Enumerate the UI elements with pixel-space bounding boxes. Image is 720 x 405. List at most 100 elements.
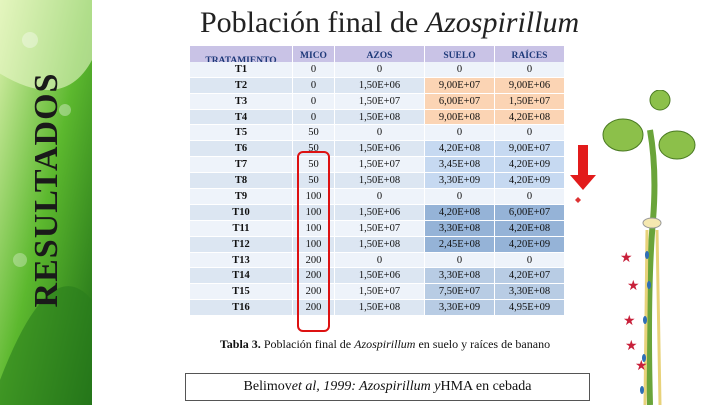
leaf-band: RESULTADOS <box>0 0 92 405</box>
caption-text: Población final de <box>260 337 355 351</box>
table-cell: 4,20E+09 <box>495 157 565 174</box>
table-cell: T14 <box>190 268 293 285</box>
table-cell: T8 <box>190 173 293 190</box>
caption-italic: Azospirillum <box>354 337 416 351</box>
title-text: Población final de <box>200 6 426 39</box>
table-cell: 6,00E+07 <box>495 204 565 221</box>
table-cell: 50 <box>293 157 335 174</box>
table-cell: T6 <box>190 141 293 158</box>
table-cell: 4,20E+08 <box>495 109 565 126</box>
table-cell: 1,50E+07 <box>495 93 565 110</box>
table-cell: 4,20E+08 <box>425 141 495 158</box>
table-cell: 1,50E+06 <box>335 268 425 285</box>
table-cell: 100 <box>293 204 335 221</box>
table-cell: 0 <box>425 252 495 269</box>
table-cell: 1,50E+07 <box>335 157 425 174</box>
table-cell: 50 <box>293 173 335 190</box>
table-row: T16 200 1,50E+08 3,30E+09 4,95E+09 <box>190 300 565 317</box>
table-row: T2 0 1,50E+06 9,00E+07 9,00E+06 <box>190 77 565 94</box>
table-cell: T1 <box>190 61 293 78</box>
table: TRATAMIENTOMICO (g)AZOS (UFC/ml)SUELO (U… <box>190 46 565 317</box>
table-cell: 100 <box>293 236 335 253</box>
table-cell: 4,20E+09 <box>495 236 565 253</box>
table-cell: 3,30E+09 <box>425 300 495 317</box>
title-italic: Azospirillum <box>425 6 580 39</box>
table-cell: 1,50E+08 <box>335 173 425 190</box>
table-cell: 0 <box>335 252 425 269</box>
table-cell: 9,00E+07 <box>495 141 565 158</box>
table-row: T1 0 0 0 0 <box>190 61 565 78</box>
table-cell: 9,00E+07 <box>425 77 495 94</box>
table-row: T5 50 0 0 0 <box>190 125 565 142</box>
table-row: T15 200 1,50E+07 7,50E+07 3,30E+08 <box>190 284 565 301</box>
header-row: TRATAMIENTOMICO (g)AZOS (UFC/ml)SUELO (U… <box>190 46 565 78</box>
table-cell: 0 <box>495 252 565 269</box>
caption: Tabla 3. Población final de Azospirillum… <box>205 337 565 352</box>
table-cell: 1,50E+08 <box>335 236 425 253</box>
leaf-art <box>0 0 92 405</box>
table-row: T12 100 1,50E+08 2,45E+08 4,20E+09 <box>190 236 565 253</box>
table-row: T8 50 1,50E+08 3,30E+09 4,20E+09 <box>190 173 565 190</box>
table-row: T9 100 0 0 0 <box>190 189 565 205</box>
caption-label: Tabla 3. <box>219 337 261 351</box>
table-cell: 100 <box>293 189 335 205</box>
svg-text:★: ★ <box>635 359 648 374</box>
title: Población final de Azospirillum <box>200 6 579 40</box>
table-cell: 3,30E+08 <box>425 220 495 237</box>
caption-text: en suelo y raíces de banano <box>415 337 551 351</box>
table-row: T13 200 0 0 0 <box>190 252 565 269</box>
table-cell: 0 <box>293 77 335 94</box>
table-cell: 200 <box>293 268 335 285</box>
table-row: T7 50 1,50E+07 3,45E+08 4,20E+09 <box>190 157 565 174</box>
table-cell: T7 <box>190 157 293 174</box>
table-cell: 1,50E+07 <box>335 284 425 301</box>
table-cell: 4,20E+07 <box>495 268 565 285</box>
table-cell: 7,50E+07 <box>425 284 495 301</box>
table-cell: 1,50E+08 <box>335 300 425 317</box>
table-cell: 9,00E+08 <box>425 109 495 126</box>
table-cell: T9 <box>190 189 293 205</box>
svg-text:★: ★ <box>625 339 638 354</box>
table-cell: 1,50E+06 <box>335 141 425 158</box>
table-cell: 3,30E+08 <box>425 268 495 285</box>
table-cell: 0 <box>335 189 425 205</box>
table-cell: T5 <box>190 125 293 142</box>
citation-italic: et al, 1999: Azospirillum y <box>291 379 441 394</box>
table-cell: 9,00E+06 <box>495 77 565 94</box>
table-cell: 4,20E+08 <box>425 204 495 221</box>
table-cell: 100 <box>293 220 335 237</box>
table-cell: 1,50E+06 <box>335 204 425 221</box>
table-cell: T3 <box>190 93 293 110</box>
table-cell: 0 <box>425 125 495 142</box>
table-cell: 1,50E+07 <box>335 220 425 237</box>
table-cell: 0 <box>293 61 335 78</box>
citation-text: Belimov <box>243 379 292 394</box>
table-cell: 3,30E+08 <box>495 284 565 301</box>
table-cell: 6,00E+07 <box>425 93 495 110</box>
citation: Belimov et al, 1999: Azospirillum y HMA … <box>185 373 590 401</box>
table-cell: 1,50E+08 <box>335 109 425 126</box>
table-cell: 200 <box>293 252 335 269</box>
table-cell: 0 <box>293 93 335 110</box>
svg-text:★: ★ <box>623 314 636 329</box>
table-cell: T2 <box>190 77 293 94</box>
table-cell: 0 <box>425 189 495 205</box>
table-cell: 0 <box>425 61 495 78</box>
table-cell: 1,50E+07 <box>335 93 425 110</box>
table-cell: 0 <box>495 61 565 78</box>
plant-illustration: ★ ★ ★ ★ ★ <box>570 90 696 405</box>
table-cell: 3,45E+08 <box>425 157 495 174</box>
table-cell: 0 <box>495 125 565 142</box>
table-cell: 2,45E+08 <box>425 236 495 253</box>
table-cell: 200 <box>293 300 335 317</box>
table-cell: T15 <box>190 284 293 301</box>
svg-text:★: ★ <box>620 251 633 266</box>
table-cell: T11 <box>190 220 293 237</box>
table-cell: 0 <box>335 61 425 78</box>
table-cell: 4,20E+08 <box>495 220 565 237</box>
table-cell: 0 <box>495 189 565 205</box>
table-row: T10 100 1,50E+06 4,20E+08 6,00E+07 <box>190 204 565 221</box>
table-row: T6 50 1,50E+06 4,20E+08 9,00E+07 <box>190 141 565 158</box>
table-row: T4 0 1,50E+08 9,00E+08 4,20E+08 <box>190 109 565 126</box>
table-row: T11 100 1,50E+07 3,30E+08 4,20E+08 <box>190 220 565 237</box>
